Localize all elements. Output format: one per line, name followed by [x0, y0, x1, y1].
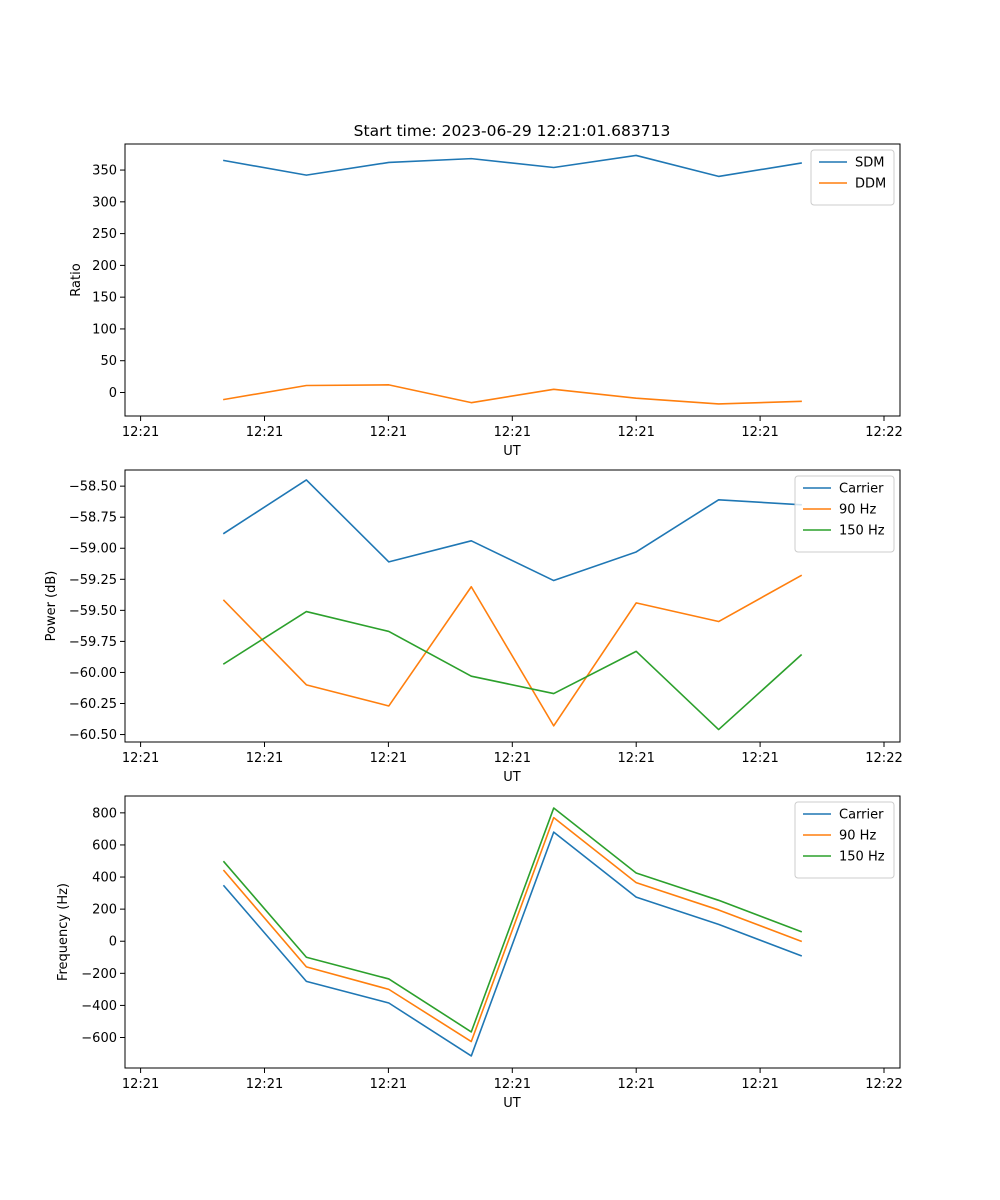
y-tick-label: −59.75	[69, 635, 117, 650]
legend-box	[794, 801, 895, 879]
series-line-90-hz	[222, 816, 803, 1043]
series-line-carrier	[222, 479, 802, 582]
y-tick-label: 150	[92, 291, 117, 306]
legend-entry: SDM	[855, 156, 884, 171]
legend: SDM DDM	[810, 149, 895, 206]
x-tick-label: 12:21	[370, 1077, 407, 1092]
x-axis-label: UT	[503, 1096, 521, 1111]
x-tick-label: 12:21	[617, 425, 654, 440]
y-tick-label: 400	[92, 871, 117, 886]
series-line-150-hz	[222, 807, 803, 1033]
x-axis-label: UT	[503, 770, 521, 785]
y-tick-label: −59.00	[69, 542, 117, 557]
y-tick-label: −400	[81, 999, 117, 1014]
x-tick-label: 12:21	[246, 751, 283, 766]
y-tick-label: 50	[100, 354, 117, 369]
legend-entry: Carrier	[839, 808, 884, 823]
y-tick-label: −600	[81, 1031, 117, 1046]
chart-panel-2: 12:21 12:21 12:21 12:21 12:21 12:21 12:22 −60.5…	[44, 469, 903, 785]
series-line-90-hz	[222, 574, 803, 727]
x-tick-label: 12:21	[741, 425, 778, 440]
y-tick-label: −60.25	[69, 697, 117, 712]
series-line-150-hz	[222, 610, 803, 731]
y-tick-label: 300	[92, 195, 117, 210]
y-axis-label: Frequency (Hz)	[56, 883, 71, 981]
legend-entry: 90 Hz	[839, 503, 876, 518]
legend: Carrier 90 Hz 150 Hz	[794, 801, 895, 879]
x-tick-label: 12:21	[494, 1077, 531, 1092]
x-tick-label: 12:21	[122, 751, 159, 766]
legend-box	[810, 149, 895, 206]
x-tick-label: 12:21	[246, 425, 283, 440]
y-tick-label: 0	[109, 935, 117, 950]
x-tick-label: 12:21	[370, 425, 407, 440]
y-tick-label: −59.25	[69, 573, 117, 588]
series-lines	[222, 807, 803, 1057]
y-tick-label: −58.75	[69, 511, 117, 526]
x-axis-label: UT	[503, 444, 521, 459]
legend-box	[794, 475, 895, 553]
y-tick-label: 800	[92, 806, 117, 821]
chart-panel-3: 12:21 12:21 12:21 12:21 12:21 12:21 12:22 −600 −…	[56, 795, 903, 1111]
y-tick-label: −59.50	[69, 604, 117, 619]
legend-entry: 150 Hz	[839, 524, 885, 539]
x-tick-label: 12:22	[865, 425, 902, 440]
series-lines	[222, 479, 803, 731]
y-tick-label: −200	[81, 967, 117, 982]
y-tick-label: 100	[92, 322, 117, 337]
legend-entry: DDM	[855, 177, 886, 192]
x-tick-label: 12:21	[122, 1077, 159, 1092]
legend-entry: 90 Hz	[839, 829, 876, 844]
series-lines	[223, 154, 802, 405]
x-tick-label: 12:21	[741, 1077, 778, 1092]
y-tick-label: 200	[92, 903, 117, 918]
legend: Carrier 90 Hz 150 Hz	[794, 475, 895, 553]
y-tick-label: 0	[109, 386, 117, 401]
x-tick-label: 12:21	[370, 751, 407, 766]
x-tick-label: 12:21	[246, 1077, 283, 1092]
y-tick-label: 600	[92, 838, 117, 853]
y-tick-label: 250	[92, 227, 117, 242]
series-line-sdm	[223, 154, 802, 178]
legend-entry: Carrier	[839, 482, 884, 497]
series-line-carrier	[222, 831, 803, 1057]
chart-panel-1: 12:21 12:21 12:21 12:21 12:21 12:21 12:22 0 50 10…	[69, 143, 903, 459]
x-tick-label: 12:22	[865, 751, 902, 766]
series-line-ddm	[223, 384, 802, 405]
x-tick-label: 12:21	[617, 751, 654, 766]
x-tick-label: 12:21	[617, 1077, 654, 1092]
x-tick-label: 12:21	[122, 425, 159, 440]
y-tick-label: −58.50	[69, 480, 117, 495]
y-tick-label: −60.50	[69, 728, 117, 743]
y-axis-label: Ratio	[69, 263, 84, 296]
y-axis-label: Power (dB)	[44, 571, 59, 642]
x-tick-label: 12:22	[865, 1077, 902, 1092]
y-tick-label: −60.00	[69, 666, 117, 681]
legend-entry: 150 Hz	[839, 850, 885, 865]
y-tick-label: 200	[92, 259, 117, 274]
y-tick-label: 350	[92, 164, 117, 179]
x-tick-label: 12:21	[741, 751, 778, 766]
x-tick-label: 12:21	[494, 425, 531, 440]
charts: 12:21 12:21 12:21 12:21 12:21 12:21 12:22 0 50 10…	[44, 143, 903, 1111]
x-tick-label: 12:21	[494, 751, 531, 766]
figure-title: Start time: 2023-06-29 12:21:01.683713	[354, 122, 671, 140]
